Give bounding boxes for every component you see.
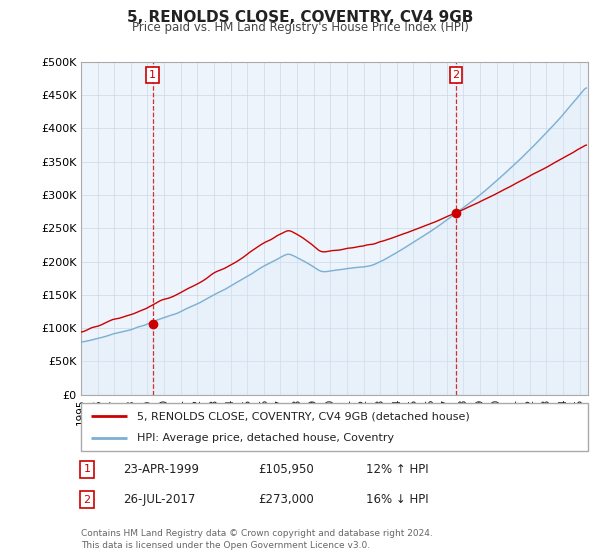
Text: 16% ↓ HPI: 16% ↓ HPI bbox=[366, 493, 428, 506]
Text: Contains HM Land Registry data © Crown copyright and database right 2024.
This d: Contains HM Land Registry data © Crown c… bbox=[81, 529, 433, 550]
Text: £273,000: £273,000 bbox=[258, 493, 314, 506]
Text: HPI: Average price, detached house, Coventry: HPI: Average price, detached house, Cove… bbox=[137, 433, 394, 443]
Text: 12% ↑ HPI: 12% ↑ HPI bbox=[366, 463, 428, 476]
FancyBboxPatch shape bbox=[81, 403, 588, 451]
Text: 5, RENOLDS CLOSE, COVENTRY, CV4 9GB (detached house): 5, RENOLDS CLOSE, COVENTRY, CV4 9GB (det… bbox=[137, 411, 470, 421]
Text: 23-APR-1999: 23-APR-1999 bbox=[123, 463, 199, 476]
Text: 5, RENOLDS CLOSE, COVENTRY, CV4 9GB: 5, RENOLDS CLOSE, COVENTRY, CV4 9GB bbox=[127, 10, 473, 25]
Text: 1: 1 bbox=[83, 464, 91, 474]
Text: 26-JUL-2017: 26-JUL-2017 bbox=[123, 493, 196, 506]
Text: 2: 2 bbox=[452, 70, 460, 80]
Text: 2: 2 bbox=[83, 494, 91, 505]
Text: Price paid vs. HM Land Registry's House Price Index (HPI): Price paid vs. HM Land Registry's House … bbox=[131, 21, 469, 34]
Text: £105,950: £105,950 bbox=[258, 463, 314, 476]
Text: 1: 1 bbox=[149, 70, 156, 80]
